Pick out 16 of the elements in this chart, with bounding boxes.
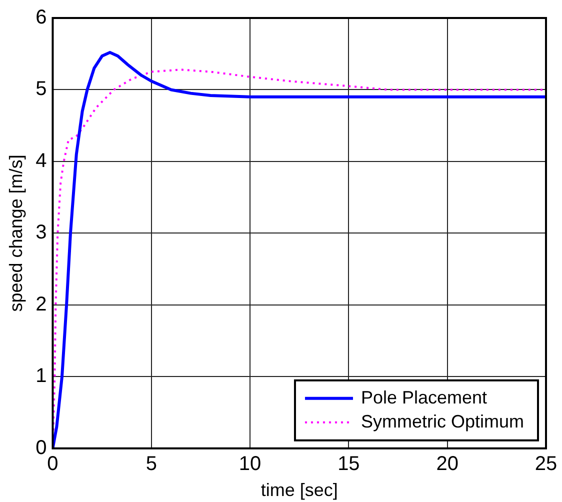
x-tick-label: 25	[534, 452, 558, 475]
x-tick-label: 15	[338, 452, 360, 475]
y-axis-title: speed change [m/s]	[6, 154, 26, 312]
y-tick-label: 4	[36, 150, 47, 172]
x-tick-label: 20	[436, 452, 458, 475]
legend-label: Pole Placement	[360, 387, 488, 408]
y-tick-label: 1	[36, 365, 47, 388]
y-tick-label: 0	[36, 436, 47, 459]
x-axis-title: time [sec]	[260, 480, 338, 500]
y-tick-label: 6	[36, 6, 47, 29]
y-tick-label: 3	[36, 222, 47, 244]
legend-label: Symmetric Optimum	[360, 411, 524, 432]
y-tick-label: 2	[36, 293, 47, 316]
x-tick-label: 5	[146, 452, 157, 475]
x-tick-label: 10	[238, 452, 262, 475]
y-tick-label: 5	[36, 78, 47, 100]
